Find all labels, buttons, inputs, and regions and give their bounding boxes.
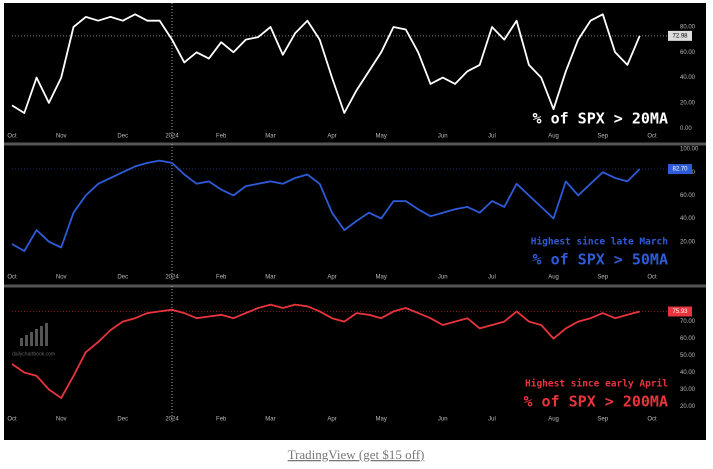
footer-link[interactable]: TradingView (get $15 off): [288, 447, 425, 462]
last-value-box: [668, 306, 692, 317]
y-tick-label: 60.00: [680, 336, 696, 342]
x-tick-label: Aug: [548, 275, 559, 281]
x-tick-label: Mar: [265, 275, 275, 281]
watermark-logo: [40, 326, 43, 346]
last-value-label: 82.70: [672, 167, 688, 173]
x-tick-label: May: [376, 275, 387, 281]
y-tick-label: 20.00: [680, 100, 696, 106]
panel-title: % of SPX > 50MA: [533, 251, 668, 269]
x-tick-label: 2024: [165, 417, 179, 423]
x-tick-label: Nov: [56, 275, 67, 281]
panel-title: % of SPX > 20MA: [533, 110, 668, 128]
x-tick-label: Apr: [327, 134, 336, 140]
x-tick-label: Nov: [56, 417, 67, 423]
y-tick-label: 60.00: [680, 193, 696, 199]
x-tick-label: Aug: [548, 417, 559, 423]
x-tick-label: 2024: [165, 275, 179, 281]
x-tick-label: 2024: [165, 134, 179, 140]
y-tick-label: 80.00: [680, 25, 696, 31]
x-tick-label: Oct: [647, 275, 657, 281]
x-tick-label: May: [376, 134, 387, 140]
line-series: [11, 13, 641, 114]
y-tick-label: 50.00: [680, 353, 696, 359]
watermark-logo: [20, 338, 23, 346]
annotation: Highest since late March: [531, 237, 668, 248]
y-tick-label: 30.00: [680, 387, 696, 393]
x-tick-label: Feb: [216, 275, 227, 281]
y-tick-label: 100.00: [680, 147, 699, 153]
last-value-label: 72.98: [672, 33, 688, 39]
annotation: Highest since early April: [525, 379, 668, 390]
y-tick-label: 40.00: [680, 370, 696, 376]
x-tick-label: Aug: [548, 134, 559, 140]
x-tick-label: Dec: [117, 417, 128, 423]
x-tick-label: May: [376, 417, 387, 423]
x-tick-label: Sep: [597, 134, 608, 140]
x-tick-label: Oct: [647, 417, 657, 423]
x-tick-label: Jul: [488, 275, 496, 281]
x-tick-label: Feb: [216, 417, 227, 423]
x-tick-label: Sep: [597, 417, 608, 423]
x-tick-label: Oct: [7, 134, 17, 140]
y-tick-label: 70.00: [680, 319, 696, 325]
x-tick-label: Mar: [265, 134, 275, 140]
last-value-box: [668, 164, 692, 175]
line-series: [11, 159, 641, 252]
x-tick-label: Jul: [488, 417, 496, 423]
x-tick-label: Apr: [327, 275, 336, 281]
x-tick-label: Jun: [438, 134, 448, 140]
x-tick-label: Jul: [488, 134, 496, 140]
last-value-box: [668, 30, 692, 41]
x-tick-label: Jun: [438, 275, 448, 281]
panel-title: % of SPX > 200MA: [524, 393, 669, 411]
y-tick-label: 40.00: [680, 75, 696, 81]
x-tick-label: Dec: [117, 134, 128, 140]
y-tick-label: 60.00: [680, 50, 696, 56]
x-tick-label: Feb: [216, 134, 227, 140]
x-tick-label: Nov: [56, 134, 67, 140]
watermark-logo: [30, 332, 33, 346]
watermark-logo: [45, 323, 48, 346]
x-tick-label: Mar: [265, 417, 275, 423]
y-tick-label: 0.00: [680, 126, 692, 132]
x-tick-label: Oct: [7, 417, 17, 423]
y-tick-label: 20.00: [680, 404, 696, 410]
line-series: [11, 303, 640, 399]
x-tick-label: Sep: [597, 275, 608, 281]
watermark: dailychartbook.com: [12, 351, 55, 357]
watermark-logo: [25, 335, 28, 346]
y-tick-label: 40.00: [680, 216, 696, 222]
x-tick-label: Dec: [117, 275, 128, 281]
y-tick-label: 20.00: [680, 239, 696, 245]
x-tick-label: Oct: [647, 134, 657, 140]
x-tick-label: Apr: [327, 417, 336, 423]
watermark-logo: [35, 329, 38, 346]
last-value-label: 75.93: [672, 309, 688, 315]
x-tick-label: Oct: [7, 275, 17, 281]
x-tick-label: Jun: [438, 417, 448, 423]
